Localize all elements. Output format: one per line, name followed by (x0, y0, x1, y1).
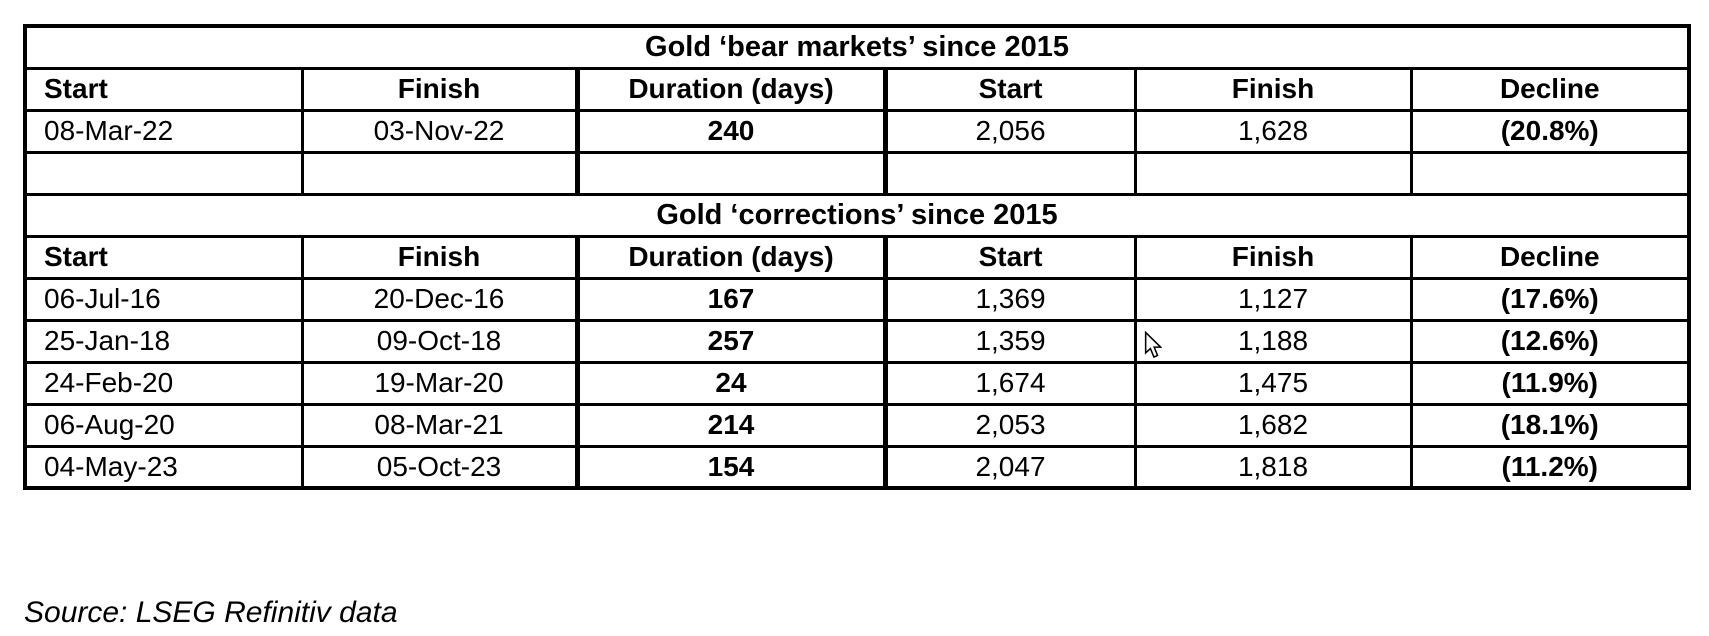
table-cell: 1,369 (883, 276, 1137, 322)
table-cell: 20-Dec-16 (300, 276, 579, 322)
table-cell: 1,674 (883, 360, 1137, 406)
spacer-row (23, 150, 1691, 196)
table-cell: 04-May-23 (23, 444, 304, 490)
empty-cell (300, 150, 579, 196)
table-cell: 08-Mar-22 (23, 108, 304, 154)
column-header-start-price: Start (883, 234, 1137, 280)
table-cell: (17.6%) (1409, 276, 1691, 322)
table-cell: 1,475 (1133, 360, 1413, 406)
empty-cell (1409, 150, 1691, 196)
corrections-title-row: Gold ‘corrections’ since 2015 (23, 192, 1691, 238)
table-cell: (11.9%) (1409, 360, 1691, 406)
table-cell: 19-Mar-20 (300, 360, 579, 406)
bear-data-row: 08-Mar-22 03-Nov-22 240 2,056 1,628 (20.… (23, 108, 1691, 154)
corrections-data-row: 25-Jan-18 09-Oct-18 257 1,359 1,188 (12.… (23, 318, 1691, 364)
table-cell: 2,047 (883, 444, 1137, 490)
corrections-data-row: 24-Feb-20 19-Mar-20 24 1,674 1,475 (11.9… (23, 360, 1691, 406)
table-cell: 06-Aug-20 (23, 402, 304, 448)
column-header-finish-date: Finish (300, 234, 579, 280)
corrections-data-row: 04-May-23 05-Oct-23 154 2,047 1,818 (11.… (23, 444, 1691, 490)
bear-header-row: Start Finish Duration (days) Start Finis… (23, 66, 1691, 112)
table-cell: 1,127 (1133, 276, 1413, 322)
table-cell: 257 (574, 318, 888, 364)
empty-cell (23, 150, 304, 196)
bear-title-row: Gold ‘bear markets’ since 2015 (23, 24, 1691, 70)
gold-markets-table: Gold ‘bear markets’ since 2015 Start Fin… (23, 24, 1691, 490)
table-cell: 05-Oct-23 (300, 444, 579, 490)
table-cell: 24-Feb-20 (23, 360, 304, 406)
column-header-duration: Duration (days) (574, 234, 888, 280)
table-cell: 1,818 (1133, 444, 1413, 490)
table-cell: 167 (574, 276, 888, 322)
table-cell: 2,056 (883, 108, 1137, 154)
corrections-data-row: 06-Jul-16 20-Dec-16 167 1,369 1,127 (17.… (23, 276, 1691, 322)
corrections-header-row: Start Finish Duration (days) Start Finis… (23, 234, 1691, 280)
empty-cell (1133, 150, 1413, 196)
table-cell: (18.1%) (1409, 402, 1691, 448)
table-cell: 09-Oct-18 (300, 318, 579, 364)
table-cell: 1,628 (1133, 108, 1413, 154)
table-cell: 08-Mar-21 (300, 402, 579, 448)
column-header-start-price: Start (883, 66, 1137, 112)
table-cell: 1,359 (883, 318, 1137, 364)
table-cell: 1,682 (1133, 402, 1413, 448)
table-cell: 24 (574, 360, 888, 406)
column-header-decline: Decline (1409, 66, 1691, 112)
table-cell: (12.6%) (1409, 318, 1691, 364)
table-cell: 240 (574, 108, 888, 154)
table-cell: 154 (574, 444, 888, 490)
table-cell: 25-Jan-18 (23, 318, 304, 364)
table-cell: 03-Nov-22 (300, 108, 579, 154)
table-cell: 1,188 (1133, 318, 1413, 364)
column-header-finish-price: Finish (1133, 66, 1413, 112)
table-cell: 06-Jul-16 (23, 276, 304, 322)
column-header-start-date: Start (23, 66, 304, 112)
table-cell: (20.8%) (1409, 108, 1691, 154)
corrections-data-row: 06-Aug-20 08-Mar-21 214 2,053 1,682 (18.… (23, 402, 1691, 448)
bear-table-title: Gold ‘bear markets’ since 2015 (23, 24, 1691, 70)
empty-cell (883, 150, 1137, 196)
table-cell: (11.2%) (1409, 444, 1691, 490)
column-header-finish-date: Finish (300, 66, 579, 112)
column-header-decline: Decline (1409, 234, 1691, 280)
column-header-finish-price: Finish (1133, 234, 1413, 280)
corrections-table-title: Gold ‘corrections’ since 2015 (23, 192, 1691, 238)
source-note: Source: LSEG Refinitiv data (24, 596, 398, 629)
table-cell: 2,053 (883, 402, 1137, 448)
table-cell: 214 (574, 402, 888, 448)
column-header-start-date: Start (23, 234, 304, 280)
empty-cell (574, 150, 888, 196)
column-header-duration: Duration (days) (574, 66, 888, 112)
